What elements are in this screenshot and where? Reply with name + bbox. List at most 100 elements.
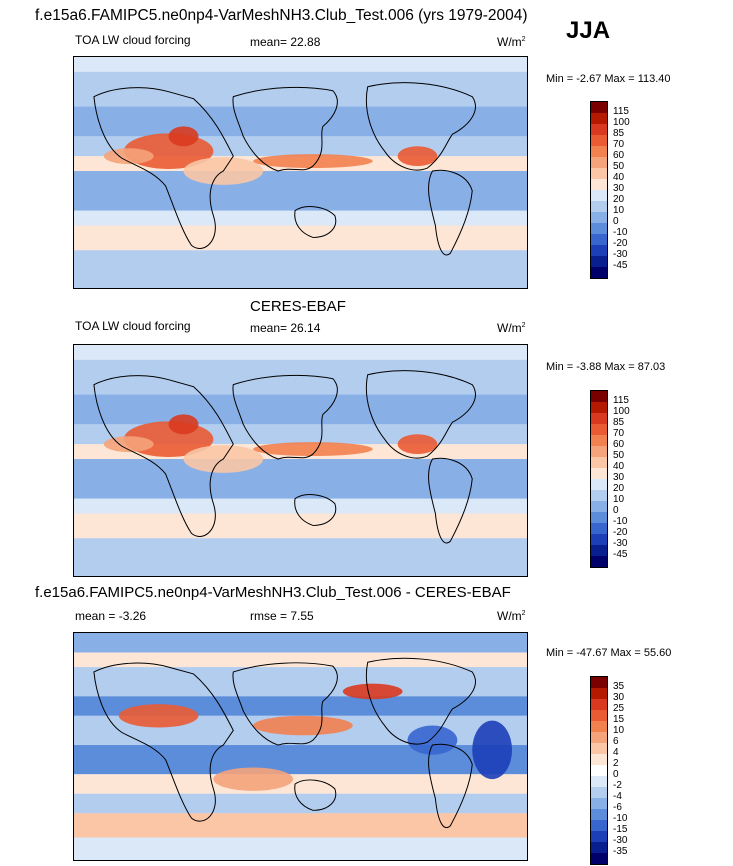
colorbar-swatch — [591, 457, 607, 468]
season-label: JJA — [566, 17, 611, 44]
main-title: f.e15a6.FAMIPC5.ne0np4-VarMeshNH3.Club_T… — [35, 7, 528, 24]
colorbar-tick-label: -10 — [613, 813, 628, 824]
panel-diff-units: W/m2 — [497, 609, 526, 623]
colorbar-swatch — [591, 424, 607, 435]
colorbar-swatch — [591, 446, 607, 457]
colorbar-model — [590, 101, 608, 279]
colorbar-tick-label: 30 — [613, 472, 625, 483]
colorbar-swatch — [591, 710, 607, 721]
colorbar-tick-label: 50 — [613, 161, 625, 172]
panel-obs-variable: TOA LW cloud forcing — [75, 319, 191, 333]
colorbar-tick-label: -45 — [613, 549, 628, 560]
colorbar-swatch — [591, 490, 607, 501]
panel-diff-minmax: Min = -47.67 Max = 55.60 — [546, 647, 672, 659]
colorbar-swatch — [591, 853, 607, 864]
panel-diff-rmse: rmse = 7.55 — [250, 609, 314, 623]
colorbar-tick-label: 4 — [613, 747, 619, 758]
colorbar-tick-label: 15 — [613, 714, 625, 725]
colorbar-swatch — [591, 809, 607, 820]
map-field — [74, 633, 527, 860]
colorbar-tick-label: 25 — [613, 703, 625, 714]
colorbar-tick-label: 100 — [613, 406, 630, 417]
colorbar-swatch — [591, 223, 607, 234]
colorbar-swatch — [591, 234, 607, 245]
colorbar-tick-label: 115 — [613, 395, 629, 406]
colorbar-tick-label: 20 — [613, 483, 625, 494]
colorbar-swatch — [591, 468, 607, 479]
panel-model-mean: mean= 22.88 — [250, 35, 321, 49]
colorbar-swatch — [591, 677, 607, 688]
colorbar-swatch — [591, 501, 607, 512]
colorbar-swatch — [591, 391, 607, 402]
panel-model-variable: TOA LW cloud forcing — [75, 33, 191, 47]
panel-model-minmax: Min = -2.67 Max = 113.40 — [546, 73, 671, 85]
colorbar-tick-label: -30 — [613, 249, 628, 260]
colorbar-swatch — [591, 124, 607, 135]
colorbar-tick-label: -30 — [613, 538, 628, 549]
colorbar-swatch — [591, 732, 607, 743]
map-panel-diff — [73, 632, 528, 861]
colorbar-swatch — [591, 765, 607, 776]
map-field — [74, 345, 527, 576]
colorbar-tick-label: 35 — [613, 681, 625, 692]
colorbar-tick-label: -30 — [613, 835, 628, 846]
colorbar-tick-label: 70 — [613, 139, 625, 150]
colorbar-tick-label: 2 — [613, 758, 619, 769]
colorbar-swatch — [591, 523, 607, 534]
map-field — [74, 57, 527, 288]
colorbar-swatch — [591, 190, 607, 201]
colorbar-swatch — [591, 743, 607, 754]
colorbar-swatch — [591, 146, 607, 157]
colorbar-tick-label: 85 — [613, 128, 625, 139]
colorbar-swatch — [591, 820, 607, 831]
colorbar-swatch — [591, 267, 607, 278]
colorbar-tick-label: 20 — [613, 194, 625, 205]
colorbar-tick-label: 85 — [613, 417, 625, 428]
colorbar-tick-label: 40 — [613, 461, 625, 472]
colorbar-tick-label: -20 — [613, 238, 628, 249]
colorbar-swatch — [591, 479, 607, 490]
colorbar-swatch — [591, 413, 607, 424]
colorbar-tick-label: -15 — [613, 824, 628, 835]
colorbar-tick-label: 100 — [613, 117, 630, 128]
colorbar-swatch — [591, 435, 607, 446]
colorbar-tick-label: 115 — [613, 106, 629, 117]
colorbar-swatch — [591, 113, 607, 124]
colorbar-swatch — [591, 212, 607, 223]
colorbar-swatch — [591, 754, 607, 765]
colorbar-swatch — [591, 256, 607, 267]
colorbar-tick-label: 50 — [613, 450, 625, 461]
colorbar-tick-label: -2 — [613, 780, 622, 791]
map-panel-model — [73, 56, 528, 289]
colorbar-tick-label: -4 — [613, 791, 622, 802]
colorbar-tick-label: -35 — [613, 846, 628, 857]
colorbar-swatch — [591, 135, 607, 146]
colorbar-swatch — [591, 831, 607, 842]
colorbar-tick-label: 40 — [613, 172, 625, 183]
colorbar-swatch — [591, 688, 607, 699]
colorbar-tick-label: 60 — [613, 439, 625, 450]
colorbar-tick-label: 30 — [613, 692, 625, 703]
colorbar-swatch — [591, 842, 607, 853]
colorbar-swatch — [591, 179, 607, 190]
colorbar-tick-label: -45 — [613, 260, 628, 271]
colorbar-swatch — [591, 245, 607, 256]
colorbar-swatch — [591, 545, 607, 556]
colorbar-swatch — [591, 402, 607, 413]
colorbar-tick-label: 10 — [613, 494, 625, 505]
colorbar-swatch — [591, 102, 607, 113]
map-panel-obs — [73, 344, 528, 577]
panel-diff-mean: mean = -3.26 — [75, 609, 147, 623]
colorbar-swatch — [591, 721, 607, 732]
colorbar-swatch — [591, 699, 607, 710]
colorbar-swatch — [591, 201, 607, 212]
panel-obs-minmax: Min = -3.88 Max = 87.03 — [546, 361, 666, 373]
colorbar-tick-label: -20 — [613, 527, 628, 538]
colorbar-swatch — [591, 787, 607, 798]
colorbar-swatch — [591, 157, 607, 168]
colorbar-tick-label: -6 — [613, 802, 622, 813]
colorbar-tick-label: 10 — [613, 205, 625, 216]
colorbar-tick-label: 0 — [613, 216, 619, 227]
panel-obs-mean: mean= 26.14 — [250, 321, 321, 335]
colorbar-swatch — [591, 168, 607, 179]
